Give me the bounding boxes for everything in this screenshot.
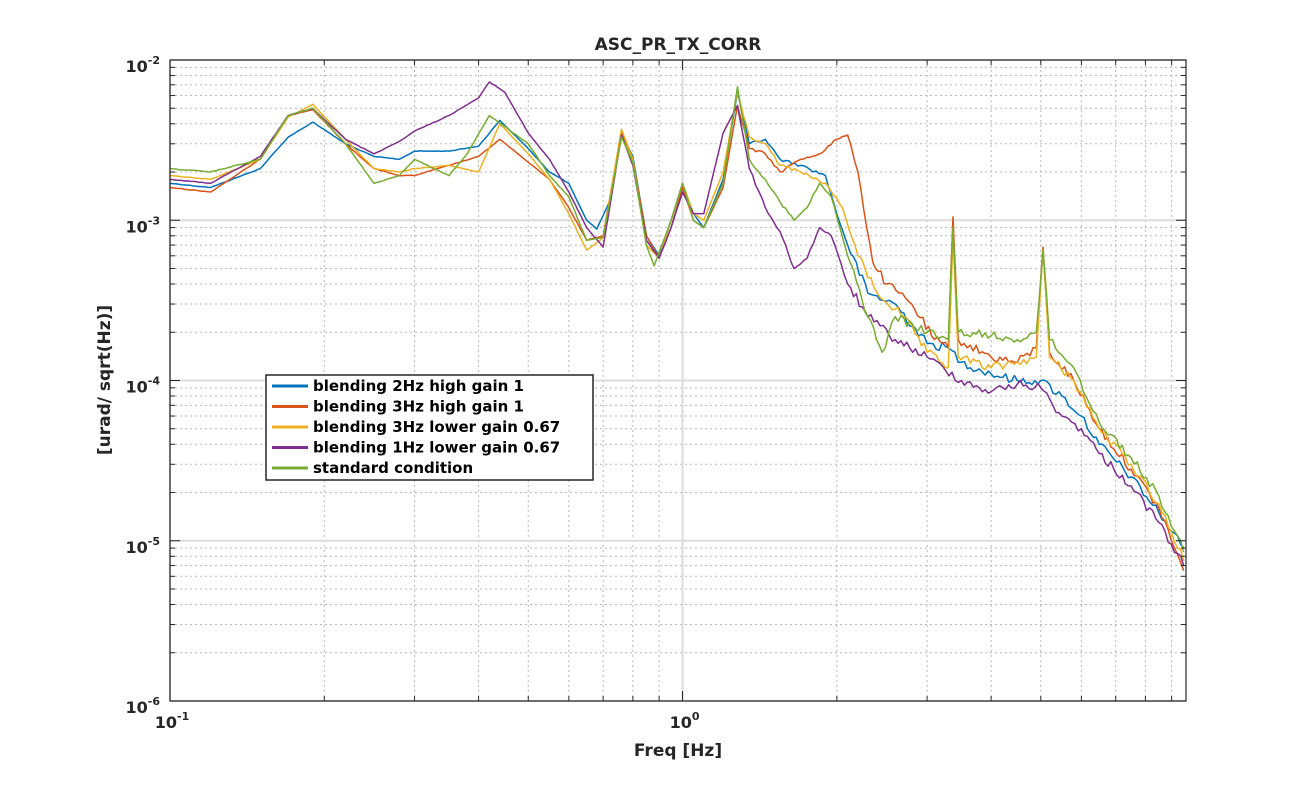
y-tick-label: 10-3	[126, 214, 161, 236]
x-tick-label: 100	[670, 710, 700, 732]
y-tick-label: 10-2	[126, 54, 161, 76]
series-line	[169, 81, 1185, 566]
legend-label: blending 3Hz lower gain 0.67	[313, 418, 560, 436]
tick-labels: 10-1 100 10-6 10-5 10-4 10-3 10-2	[126, 54, 700, 732]
series-line	[169, 86, 1185, 553]
legend-label: blending 2Hz high gain 1	[313, 377, 524, 395]
legend-label: blending 3Hz high gain 1	[313, 398, 524, 416]
y-tick-label: 10-6	[126, 695, 161, 717]
y-tick-label: 10-5	[126, 535, 161, 557]
legend-label: standard condition	[313, 459, 473, 477]
plot-lines	[169, 81, 1185, 571]
x-axis-label: Freq [Hz]	[634, 741, 722, 761]
y-tick-label: 10-4	[126, 375, 161, 397]
y-axis-label: [urad/ sqrt(Hz)]	[95, 305, 115, 455]
legend: blending 2Hz high gain 1 blending 3Hz hig…	[265, 374, 594, 481]
chart-title: ASC_PR_TX_CORR	[595, 35, 762, 55]
x-tick-label: 10-1	[155, 710, 190, 732]
legend-box	[265, 374, 594, 481]
axis-ticks	[169, 59, 1186, 702]
legend-label: blending 1Hz lower gain 0.67	[313, 439, 560, 457]
